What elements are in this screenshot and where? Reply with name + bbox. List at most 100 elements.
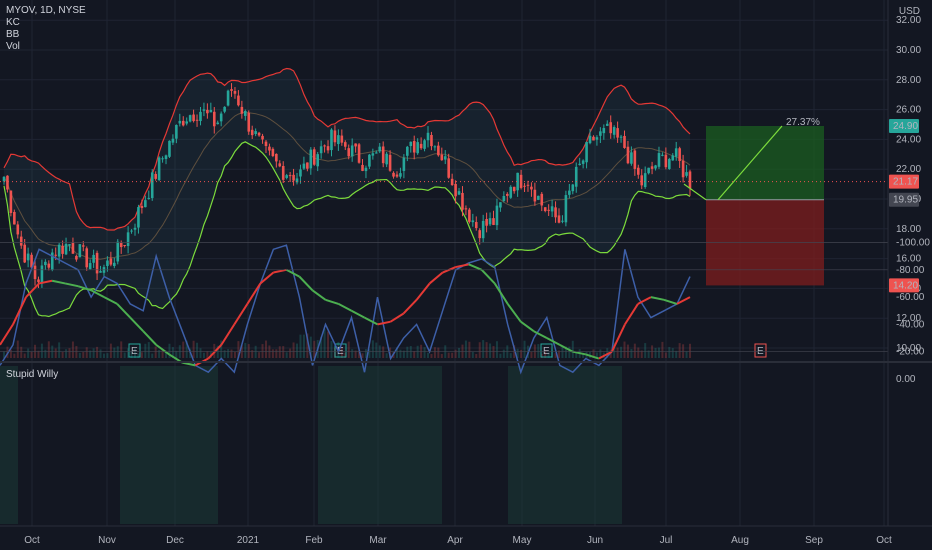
volume-bar xyxy=(289,348,292,358)
candle-body xyxy=(495,205,499,226)
time-tick-label: 2021 xyxy=(237,535,260,546)
candle-body xyxy=(354,143,357,147)
candle-body xyxy=(530,186,533,190)
candle-body xyxy=(554,207,557,218)
volume-bar xyxy=(382,346,385,358)
price-badge-label: 24.90 xyxy=(893,121,918,132)
volume-bar xyxy=(354,350,357,358)
candle-body xyxy=(474,222,478,229)
volume-bar xyxy=(568,346,571,358)
candle-body xyxy=(499,202,502,208)
candle-body xyxy=(330,129,333,151)
candle-body xyxy=(437,145,440,156)
volume-bar xyxy=(451,352,454,358)
volume-bar xyxy=(58,342,61,358)
volume-bar xyxy=(65,349,68,358)
volume-bar xyxy=(516,348,519,358)
oscillator-line xyxy=(0,244,691,375)
candle-body xyxy=(464,208,468,210)
volume-bar xyxy=(278,346,281,358)
candle-body xyxy=(219,113,223,122)
volume-bar xyxy=(430,353,433,358)
volume-bar xyxy=(271,349,274,358)
volume-bar xyxy=(654,347,657,358)
candle-body xyxy=(340,135,344,143)
subpanel-title[interactable]: Stupid Willy xyxy=(6,369,59,380)
candle-body xyxy=(206,109,209,114)
candle-body xyxy=(371,153,375,156)
price-tick-label: 10.00 xyxy=(896,343,921,354)
currency-label: USD xyxy=(898,6,920,17)
candle-body xyxy=(168,140,171,157)
candle-body xyxy=(378,146,382,152)
candle-body xyxy=(47,263,51,268)
candle-body xyxy=(288,175,292,177)
candle-body xyxy=(574,166,578,187)
volume-bar xyxy=(689,343,691,358)
volume-bar xyxy=(9,349,12,358)
time-tick-label: Sep xyxy=(805,535,823,546)
volume-bar xyxy=(499,353,502,358)
indicator-bb[interactable]: BB xyxy=(6,29,20,40)
candle-body xyxy=(457,191,461,195)
volume-bar xyxy=(16,340,19,358)
position-profit-zone xyxy=(706,125,824,200)
volume-bar xyxy=(275,349,278,358)
candle-body xyxy=(244,111,247,116)
signal-line-segment xyxy=(546,337,561,346)
candle-body xyxy=(195,119,199,121)
volume-bar xyxy=(302,334,305,358)
candle-body xyxy=(402,157,406,171)
volume-bar xyxy=(440,353,443,358)
candle-body xyxy=(57,244,61,257)
volume-bar xyxy=(185,340,188,358)
candle-body xyxy=(543,207,547,212)
oscillator-tick-label: -20.00 xyxy=(896,347,925,358)
volume-bar xyxy=(161,349,164,358)
candle-body xyxy=(688,171,692,189)
oscillator-tick-label: -100.00 xyxy=(896,238,930,249)
candle-body xyxy=(92,254,95,263)
volume-bar xyxy=(23,353,26,358)
volume-bar xyxy=(675,350,678,358)
volume-bar xyxy=(475,353,478,358)
volume-bar xyxy=(102,353,105,358)
candle-body xyxy=(295,178,299,183)
candle-body xyxy=(540,193,544,206)
indicator-vol[interactable]: Vol xyxy=(6,41,20,52)
candle-body xyxy=(309,149,313,169)
volume-bar xyxy=(678,343,681,358)
candle-body xyxy=(254,131,257,134)
candle-body xyxy=(223,106,226,112)
candle-body xyxy=(54,254,58,256)
candle-body xyxy=(557,215,561,223)
volume-bar xyxy=(237,341,240,358)
candle-body xyxy=(564,195,568,223)
signal-line-segment xyxy=(624,303,639,325)
volume-bar xyxy=(592,349,595,358)
symbol-title: MYOV, 1D, NYSE xyxy=(6,5,86,16)
candle-body xyxy=(85,248,89,268)
signal-line-segment xyxy=(246,282,262,305)
projection-arrow-out xyxy=(717,125,783,201)
volume-bar xyxy=(196,342,199,358)
bb-upper-line xyxy=(3,67,691,231)
volume-bar xyxy=(109,343,112,358)
candle-body xyxy=(636,167,640,175)
candle-body xyxy=(123,245,126,247)
signal-line-segment xyxy=(155,344,170,356)
signal-line-segment xyxy=(273,268,287,274)
oscillator-zone xyxy=(0,366,18,524)
volume-bar xyxy=(130,350,133,358)
indicator-kc[interactable]: KC xyxy=(6,17,20,28)
candle-body xyxy=(592,136,595,141)
volume-bar xyxy=(454,349,457,358)
price-badge xyxy=(889,192,919,207)
candle-body xyxy=(78,244,82,258)
time-tick-label: Oct xyxy=(24,535,40,546)
price-tick-label: 30.00 xyxy=(896,45,921,56)
volume-bar xyxy=(482,340,485,358)
volume-bar xyxy=(644,343,647,358)
candle-body xyxy=(595,137,599,140)
